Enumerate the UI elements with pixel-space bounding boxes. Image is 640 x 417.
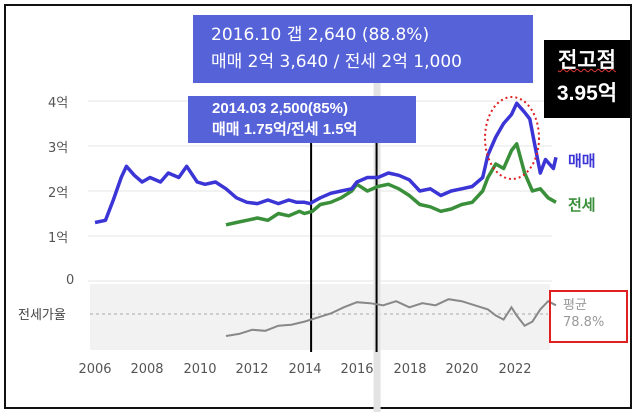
ratio-axis-label: 전세가율 (18, 308, 66, 323)
x-tick-2008: 2008 (130, 362, 164, 377)
tooltip-2014-line1: 2014.03 2,500(85%) (212, 100, 348, 117)
legend-sale: 매매 (568, 152, 596, 170)
x-tick-2014: 2014 (288, 362, 322, 377)
y-tick-4: 4억 (48, 96, 69, 111)
peak-value: 3.95억 (556, 82, 618, 105)
y-tick-2: 2억 (48, 186, 69, 201)
x-tick-2018: 2018 (393, 362, 427, 377)
tooltip-2014-03: 2014.03 2,500(85%) 매매 1.75억/전세 1.5억 (188, 96, 416, 143)
ratio-average-value: 78.8% (563, 315, 605, 330)
legend-jeonse: 전세 (568, 196, 596, 214)
y-tick-0: 0 (66, 273, 75, 288)
x-tick-2012: 2012 (235, 362, 269, 377)
ratio-average-label: 평균 (563, 298, 587, 313)
peak-callout: 전고점 3.95억 (544, 40, 630, 118)
ratio-average-box: 평균 78.8% (549, 290, 628, 343)
x-tick-2022: 2022 (498, 362, 532, 377)
x-tick-2006: 2006 (78, 362, 112, 377)
x-tick-2010: 2010 (183, 362, 217, 377)
peak-title: 전고점 (558, 49, 616, 72)
x-tick-2020: 2020 (445, 362, 479, 377)
tooltip-2014-line2: 매매 1.75억/전세 1.5억 (212, 121, 358, 138)
ratio-line (225, 298, 557, 337)
sale-price-line (94, 101, 558, 225)
y-tick-3: 3억 (48, 141, 69, 156)
tooltip-2016-10: 2016.10 갭 2,640 (88.8%) 매매 2억 3,640 / 전세… (193, 15, 533, 83)
x-tick-2016: 2016 (340, 362, 374, 377)
peak-highlight-circle (484, 96, 540, 180)
y-tick-1: 1억 (48, 231, 69, 246)
tooltip-2016-line1: 2016.10 갭 2,640 (88.8%) (211, 25, 430, 45)
tooltip-2016-line2: 매매 2억 3,640 / 전세 2억 1,000 (211, 52, 462, 72)
jeonse-price-line (225, 142, 557, 227)
